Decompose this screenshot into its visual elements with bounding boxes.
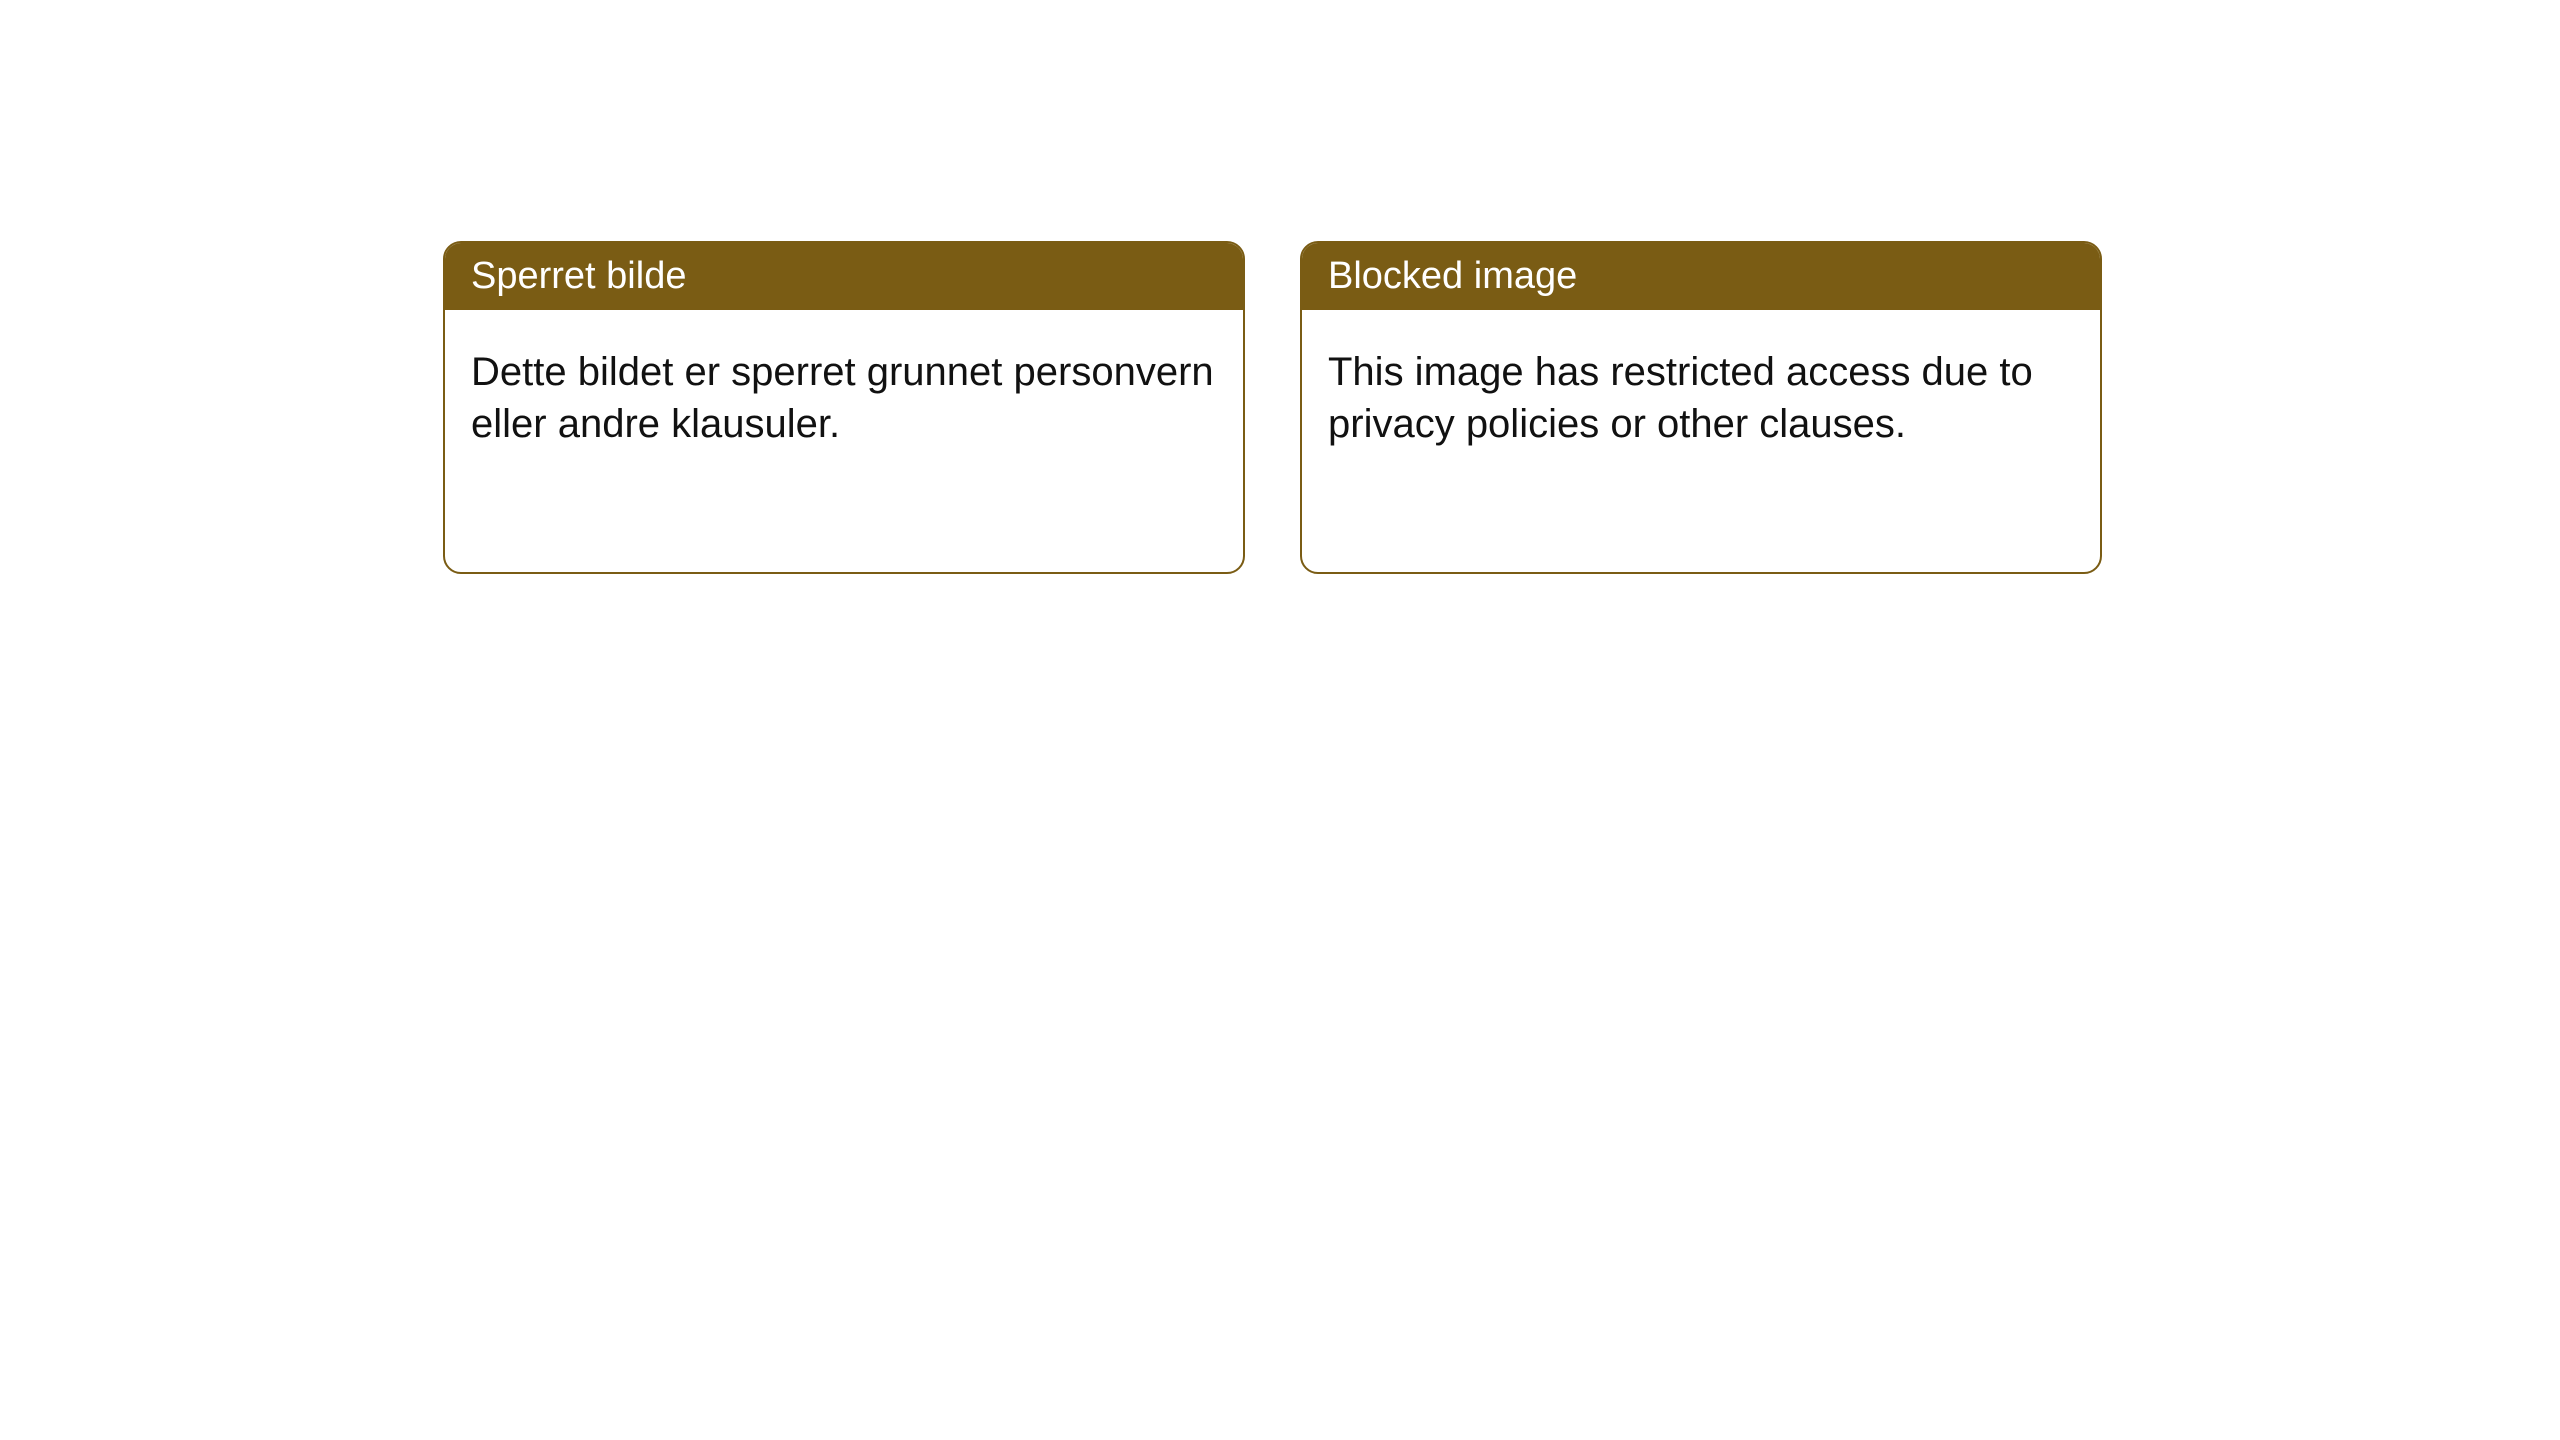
notice-card-english: Blocked image This image has restricted … bbox=[1300, 241, 2102, 574]
card-header: Blocked image bbox=[1302, 243, 2100, 310]
card-body: Dette bildet er sperret grunnet personve… bbox=[445, 310, 1243, 486]
card-title: Sperret bilde bbox=[471, 255, 686, 297]
card-title: Blocked image bbox=[1328, 255, 1577, 297]
card-body: This image has restricted access due to … bbox=[1302, 310, 2100, 486]
card-body-text: Dette bildet er sperret grunnet personve… bbox=[471, 350, 1214, 446]
card-body-text: This image has restricted access due to … bbox=[1328, 350, 2033, 446]
card-header: Sperret bilde bbox=[445, 243, 1243, 310]
notice-cards-container: Sperret bilde Dette bildet er sperret gr… bbox=[443, 241, 2102, 574]
notice-card-norwegian: Sperret bilde Dette bildet er sperret gr… bbox=[443, 241, 1245, 574]
